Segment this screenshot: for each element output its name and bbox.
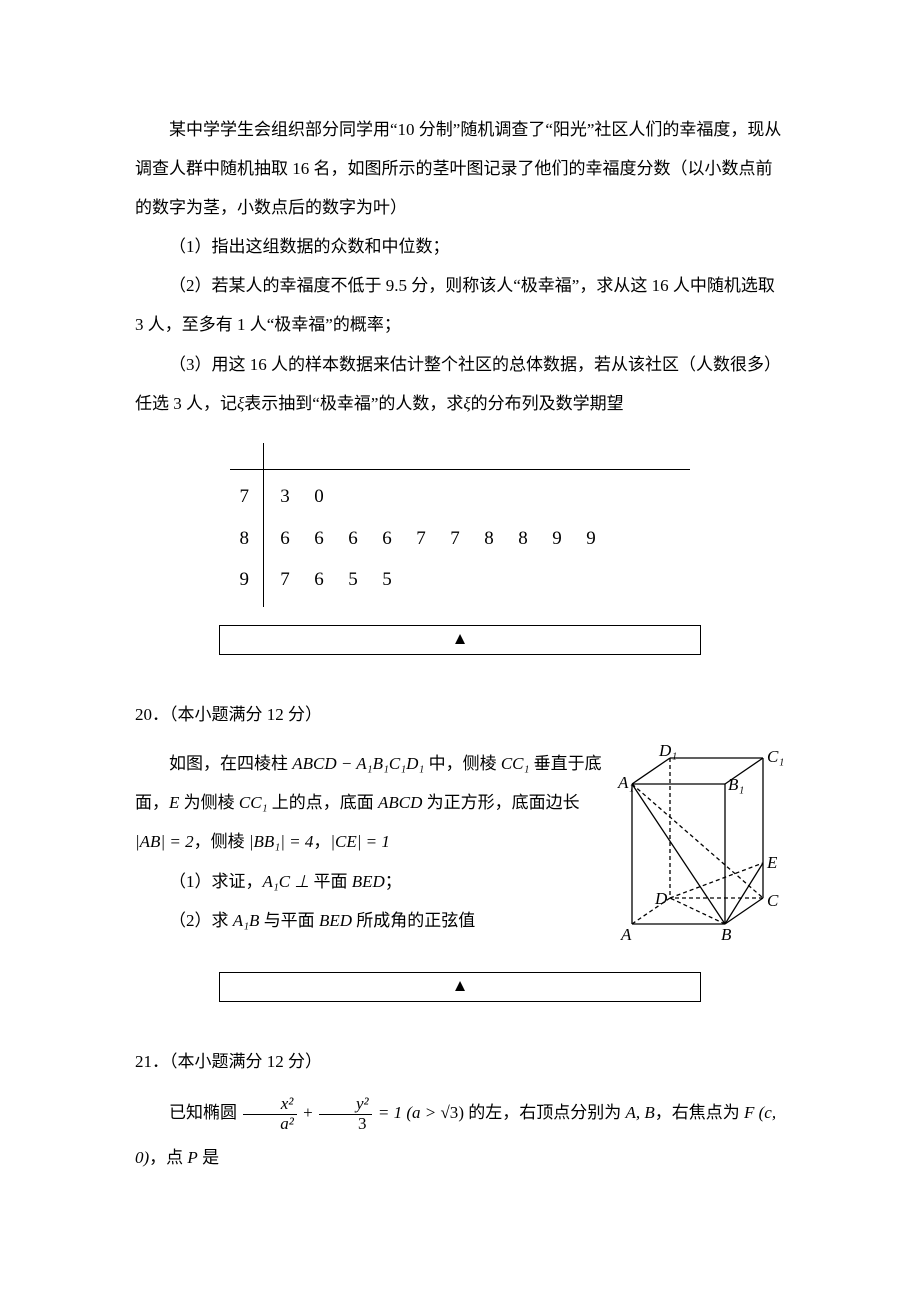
- intro-sub-1: （1）指出这组数据的众数和中位数；: [135, 227, 785, 266]
- bed-var: BED: [352, 872, 385, 891]
- den: 3: [319, 1115, 372, 1134]
- s3-text-b: 表示抽到“极幸福”的人数，求: [244, 394, 463, 413]
- t: 为侧棱: [179, 793, 239, 812]
- leaf: 7: [448, 518, 462, 560]
- abcd-var: ABCD: [378, 793, 422, 812]
- e-var: E: [169, 793, 179, 812]
- t: 上的点，底面: [267, 793, 378, 812]
- t: 平面: [309, 872, 352, 891]
- label-C1: C₁: [767, 747, 784, 766]
- t: （1）求证，: [169, 872, 263, 891]
- t: ；: [385, 872, 402, 891]
- t: （2）求: [169, 911, 233, 930]
- t: 是: [198, 1148, 219, 1167]
- a1c-perp: A₁C ⊥: [263, 872, 310, 891]
- q21-header: 21．（本小题满分 12 分）: [135, 1042, 785, 1081]
- ab-eq: |AB| = 2: [135, 832, 194, 851]
- a1b-var: A₁B: [233, 911, 260, 930]
- p-var: P: [187, 1148, 197, 1167]
- plus-sign: +: [299, 1103, 317, 1122]
- label-E: E: [766, 853, 778, 872]
- leaf: 6: [380, 518, 394, 560]
- leaf-column: 3 0 6 6 6 6 7 7 8 8 9 9 7 6: [264, 470, 690, 607]
- t: 如图，在四棱柱: [169, 754, 292, 773]
- label-D1: D₁: [658, 744, 677, 760]
- intro-sub-3: （3）用这 16 人的样本数据来估计整个社区的总体数据，若从该社区（人数很多）任…: [135, 345, 785, 423]
- t: ，右焦点为: [655, 1103, 744, 1122]
- leaf-row-1: 6 6 6 6 7 7 8 8 9 9: [278, 518, 690, 560]
- leaf: 7: [278, 559, 292, 601]
- frac-x2-a2: x²a²: [243, 1095, 297, 1133]
- leaf: 5: [380, 559, 394, 601]
- t: ) 的左，右顶点分别为: [458, 1103, 625, 1122]
- stem-8: 8: [230, 518, 249, 560]
- label-A: A: [620, 925, 632, 944]
- leaf: 8: [516, 518, 530, 560]
- leaf: 3: [278, 476, 292, 518]
- answer-box-2: ▲: [219, 972, 701, 1002]
- ab-var: A, B: [625, 1103, 654, 1122]
- leaf: 9: [584, 518, 598, 560]
- den: a²: [243, 1115, 297, 1134]
- leaf: 8: [482, 518, 496, 560]
- s3-text-c: 的分布列及数学期望: [471, 394, 624, 413]
- leaf: 7: [414, 518, 428, 560]
- stem-column: 7 8 9: [230, 470, 264, 607]
- t: 已知椭圆: [169, 1103, 241, 1122]
- leaf: 6: [278, 518, 292, 560]
- intro-sub-2: （2）若某人的幸福度不低于 9.5 分，则称该人“极幸福”，求从这 16 人中随…: [135, 266, 785, 344]
- ce-eq: |CE| = 1: [330, 832, 390, 851]
- leaf-row-2: 7 6 5 5: [278, 559, 690, 601]
- leaf: 0: [312, 476, 326, 518]
- q20-body: A₁ B₁ C₁ D₁ A B C D E 如图，在四棱柱 ABCD − A₁B…: [135, 744, 785, 954]
- label-C: C: [767, 891, 779, 910]
- t: ，点: [149, 1148, 187, 1167]
- leaf: 6: [312, 518, 326, 560]
- eq-part: = 1 (a >: [374, 1103, 441, 1122]
- stem-7: 7: [230, 476, 249, 518]
- bed-var-2: BED: [319, 911, 352, 930]
- num: x²: [243, 1095, 297, 1115]
- leaf: 6: [312, 559, 326, 601]
- stem-9: 9: [230, 559, 249, 601]
- q20-header: 20．（本小题满分 12 分）: [135, 695, 785, 734]
- cc1-var: CC₁: [501, 754, 530, 773]
- label-A1: A₁: [617, 773, 634, 792]
- leaf: 5: [346, 559, 360, 601]
- t: 为正方形，底面边长: [422, 793, 579, 812]
- stem-leaf-plot: 7 8 9 3 0 6 6 6 6 7 7 8 8 9: [230, 443, 690, 607]
- prism-var: ABCD − A₁B₁C₁D₁: [292, 754, 424, 773]
- t: ，侧棱: [194, 832, 249, 851]
- t: 中，侧棱: [424, 754, 501, 773]
- frac-y2-3: y²3: [319, 1095, 372, 1133]
- leaf: 6: [346, 518, 360, 560]
- t: 与平面: [259, 911, 319, 930]
- prism-figure: A₁ B₁ C₁ D₁ A B C D E: [615, 744, 785, 944]
- cc1-var-2: CC₁: [239, 793, 268, 812]
- t: 所成角的正弦值: [352, 911, 475, 930]
- bb1-eq: |BB₁| = 4: [249, 832, 314, 851]
- exam-page: 某中学学生会组织部分同学用“10 分制”随机调查了“阳光”社区人们的幸福度，现从…: [0, 0, 920, 1240]
- leaf: 9: [550, 518, 564, 560]
- q21-line: 已知椭圆 x²a² + y²3 = 1 (a > √3) 的左，右顶点分别为 A…: [135, 1091, 785, 1179]
- xi-var-2: ξ: [463, 394, 470, 413]
- sqrt3: √3: [440, 1103, 458, 1122]
- answer-box-1: ▲: [219, 625, 701, 655]
- leaf-row-0: 3 0: [278, 476, 690, 518]
- label-D: D: [654, 889, 668, 908]
- intro-paragraph-1: 某中学学生会组织部分同学用“10 分制”随机调查了“阳光”社区人们的幸福度，现从…: [135, 110, 785, 227]
- num: y²: [319, 1095, 372, 1115]
- label-B: B: [721, 925, 732, 944]
- t: ，: [313, 832, 330, 851]
- label-B1: B₁: [728, 775, 744, 794]
